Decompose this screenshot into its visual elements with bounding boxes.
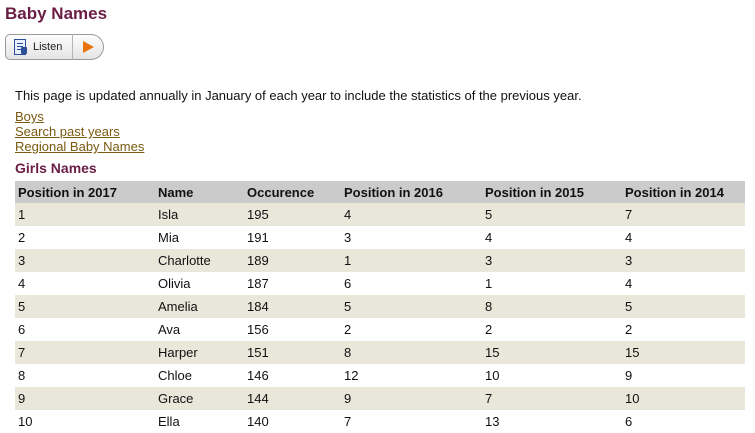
cell-position-2016: 2	[341, 318, 482, 341]
cell-position-2017: 4	[15, 272, 155, 295]
header-position-2017: Position in 2017	[15, 181, 155, 203]
page-title: Baby Names	[5, 4, 108, 23]
cell-position-2014: 10	[622, 387, 745, 410]
link-regional-baby-names[interactable]: Regional Baby Names	[15, 139, 145, 154]
cell-occurence: 184	[244, 295, 341, 318]
cell-position-2017: 1	[15, 203, 155, 226]
cell-position-2016: 4	[341, 203, 482, 226]
cell-position-2017: 7	[15, 341, 155, 364]
cell-position-2016: 6	[341, 272, 482, 295]
cell-position-2016: 1	[341, 249, 482, 272]
cell-name: Harper	[155, 341, 244, 364]
cell-position-2014: 4	[622, 272, 745, 295]
cell-occurence: 189	[244, 249, 341, 272]
cell-name: Grace	[155, 387, 244, 410]
cell-position-2016: 9	[341, 387, 482, 410]
cell-position-2017: 6	[15, 318, 155, 341]
cell-name: Amelia	[155, 295, 244, 318]
cell-position-2016: 12	[341, 364, 482, 387]
table-row: 10 Ella 140 7 13 6	[15, 410, 745, 433]
listen-widget: Listen	[5, 34, 105, 60]
cell-occurence: 151	[244, 341, 341, 364]
table-row: 5 Amelia 184 5 8 5	[15, 295, 745, 318]
cell-name: Chloe	[155, 364, 244, 387]
table-row: 3 Charlotte 189 1 3 3	[15, 249, 745, 272]
cell-position-2015: 2	[482, 318, 622, 341]
cell-occurence: 140	[244, 410, 341, 433]
header-position-2015: Position in 2015	[482, 181, 622, 203]
cell-position-2015: 4	[482, 226, 622, 249]
cell-position-2015: 7	[482, 387, 622, 410]
cell-position-2016: 7	[341, 410, 482, 433]
cell-position-2014: 6	[622, 410, 745, 433]
girls-names-table: Position in 2017 Name Occurence Position…	[15, 181, 745, 433]
table-header-row: Position in 2017 Name Occurence Position…	[15, 181, 745, 203]
cell-position-2014: 3	[622, 249, 745, 272]
link-boys[interactable]: Boys	[15, 109, 44, 124]
cell-occurence: 146	[244, 364, 341, 387]
cell-position-2015: 15	[482, 341, 622, 364]
cell-occurence: 144	[244, 387, 341, 410]
cell-position-2014: 7	[622, 203, 745, 226]
cell-name: Ava	[155, 318, 244, 341]
cell-position-2014: 15	[622, 341, 745, 364]
table-row: 1 Isla 195 4 5 7	[15, 203, 745, 226]
cell-position-2015: 1	[482, 272, 622, 295]
cell-position-2015: 3	[482, 249, 622, 272]
document-speaker-icon	[14, 39, 28, 55]
cell-position-2017: 9	[15, 387, 155, 410]
cell-position-2015: 8	[482, 295, 622, 318]
cell-position-2015: 10	[482, 364, 622, 387]
intro-text: This page is updated annually in January…	[15, 88, 582, 103]
table-row: 6 Ava 156 2 2 2	[15, 318, 745, 341]
cell-name: Isla	[155, 203, 244, 226]
link-search-past-years[interactable]: Search past years	[15, 124, 120, 139]
cell-position-2015: 5	[482, 203, 622, 226]
cell-name: Mia	[155, 226, 244, 249]
table-row: 9 Grace 144 9 7 10	[15, 387, 745, 410]
cell-occurence: 195	[244, 203, 341, 226]
table-row: 8 Chloe 146 12 10 9	[15, 364, 745, 387]
header-position-2014: Position in 2014	[622, 181, 745, 203]
cell-occurence: 156	[244, 318, 341, 341]
table-row: 4 Olivia 187 6 1 4	[15, 272, 745, 295]
section-title: Girls Names	[15, 160, 97, 176]
cell-position-2016: 8	[341, 341, 482, 364]
cell-position-2014: 9	[622, 364, 745, 387]
play-icon	[83, 41, 95, 53]
listen-label: Listen	[33, 41, 63, 53]
play-button[interactable]	[72, 34, 105, 60]
cell-position-2014: 5	[622, 295, 745, 318]
cell-position-2017: 10	[15, 410, 155, 433]
listen-button[interactable]: Listen	[5, 34, 73, 60]
cell-position-2017: 2	[15, 226, 155, 249]
cell-position-2016: 5	[341, 295, 482, 318]
cell-occurence: 187	[244, 272, 341, 295]
cell-name: Charlotte	[155, 249, 244, 272]
cell-position-2014: 2	[622, 318, 745, 341]
nav-links: Boys Search past years Regional Baby Nam…	[15, 109, 144, 154]
cell-position-2017: 8	[15, 364, 155, 387]
cell-name: Ella	[155, 410, 244, 433]
cell-name: Olivia	[155, 272, 244, 295]
cell-position-2014: 4	[622, 226, 745, 249]
cell-position-2017: 5	[15, 295, 155, 318]
cell-occurence: 191	[244, 226, 341, 249]
cell-position-2016: 3	[341, 226, 482, 249]
header-name: Name	[155, 181, 244, 203]
cell-position-2015: 13	[482, 410, 622, 433]
header-position-2016: Position in 2016	[341, 181, 482, 203]
table-row: 7 Harper 151 8 15 15	[15, 341, 745, 364]
header-occurence: Occurence	[244, 181, 341, 203]
cell-position-2017: 3	[15, 249, 155, 272]
table-row: 2 Mia 191 3 4 4	[15, 226, 745, 249]
